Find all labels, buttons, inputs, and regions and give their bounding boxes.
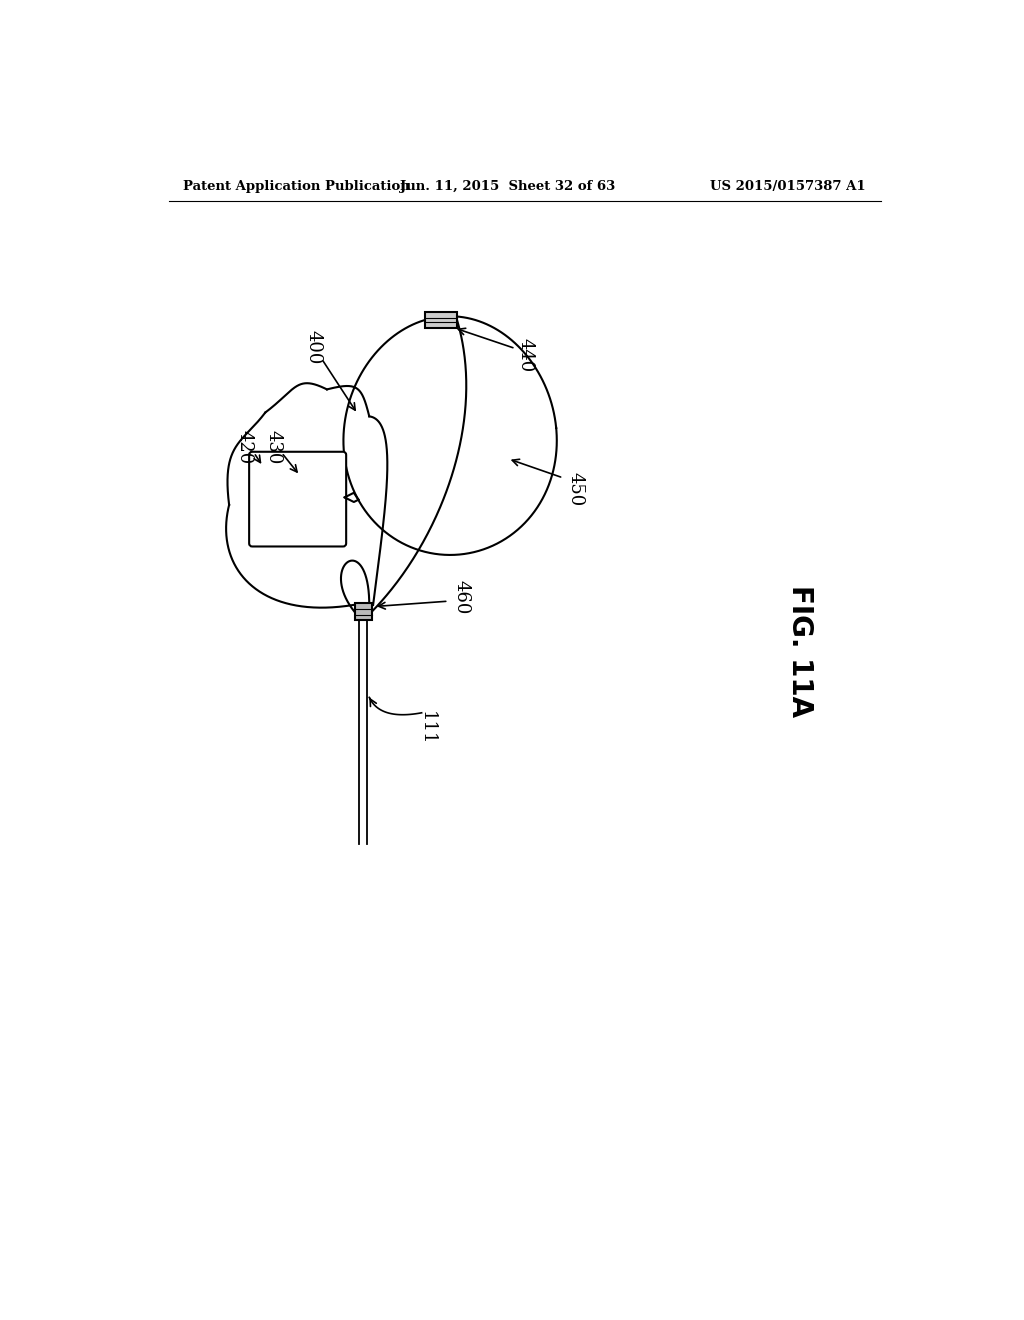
Text: 460: 460 (453, 579, 471, 615)
Text: FIG. 11A: FIG. 11A (786, 585, 814, 717)
FancyBboxPatch shape (249, 451, 346, 546)
Text: 111: 111 (418, 711, 436, 746)
Text: Patent Application Publication: Patent Application Publication (183, 181, 410, 194)
Text: 450: 450 (566, 473, 585, 507)
Text: US 2015/0157387 A1: US 2015/0157387 A1 (711, 181, 866, 194)
Bar (425, 313, 457, 327)
Text: 400: 400 (304, 330, 323, 364)
Text: 430: 430 (265, 430, 283, 465)
Text: 440: 440 (516, 338, 535, 372)
Text: Jun. 11, 2015  Sheet 32 of 63: Jun. 11, 2015 Sheet 32 of 63 (400, 181, 615, 194)
Text: 420: 420 (236, 430, 254, 465)
Bar (354, 603, 372, 620)
